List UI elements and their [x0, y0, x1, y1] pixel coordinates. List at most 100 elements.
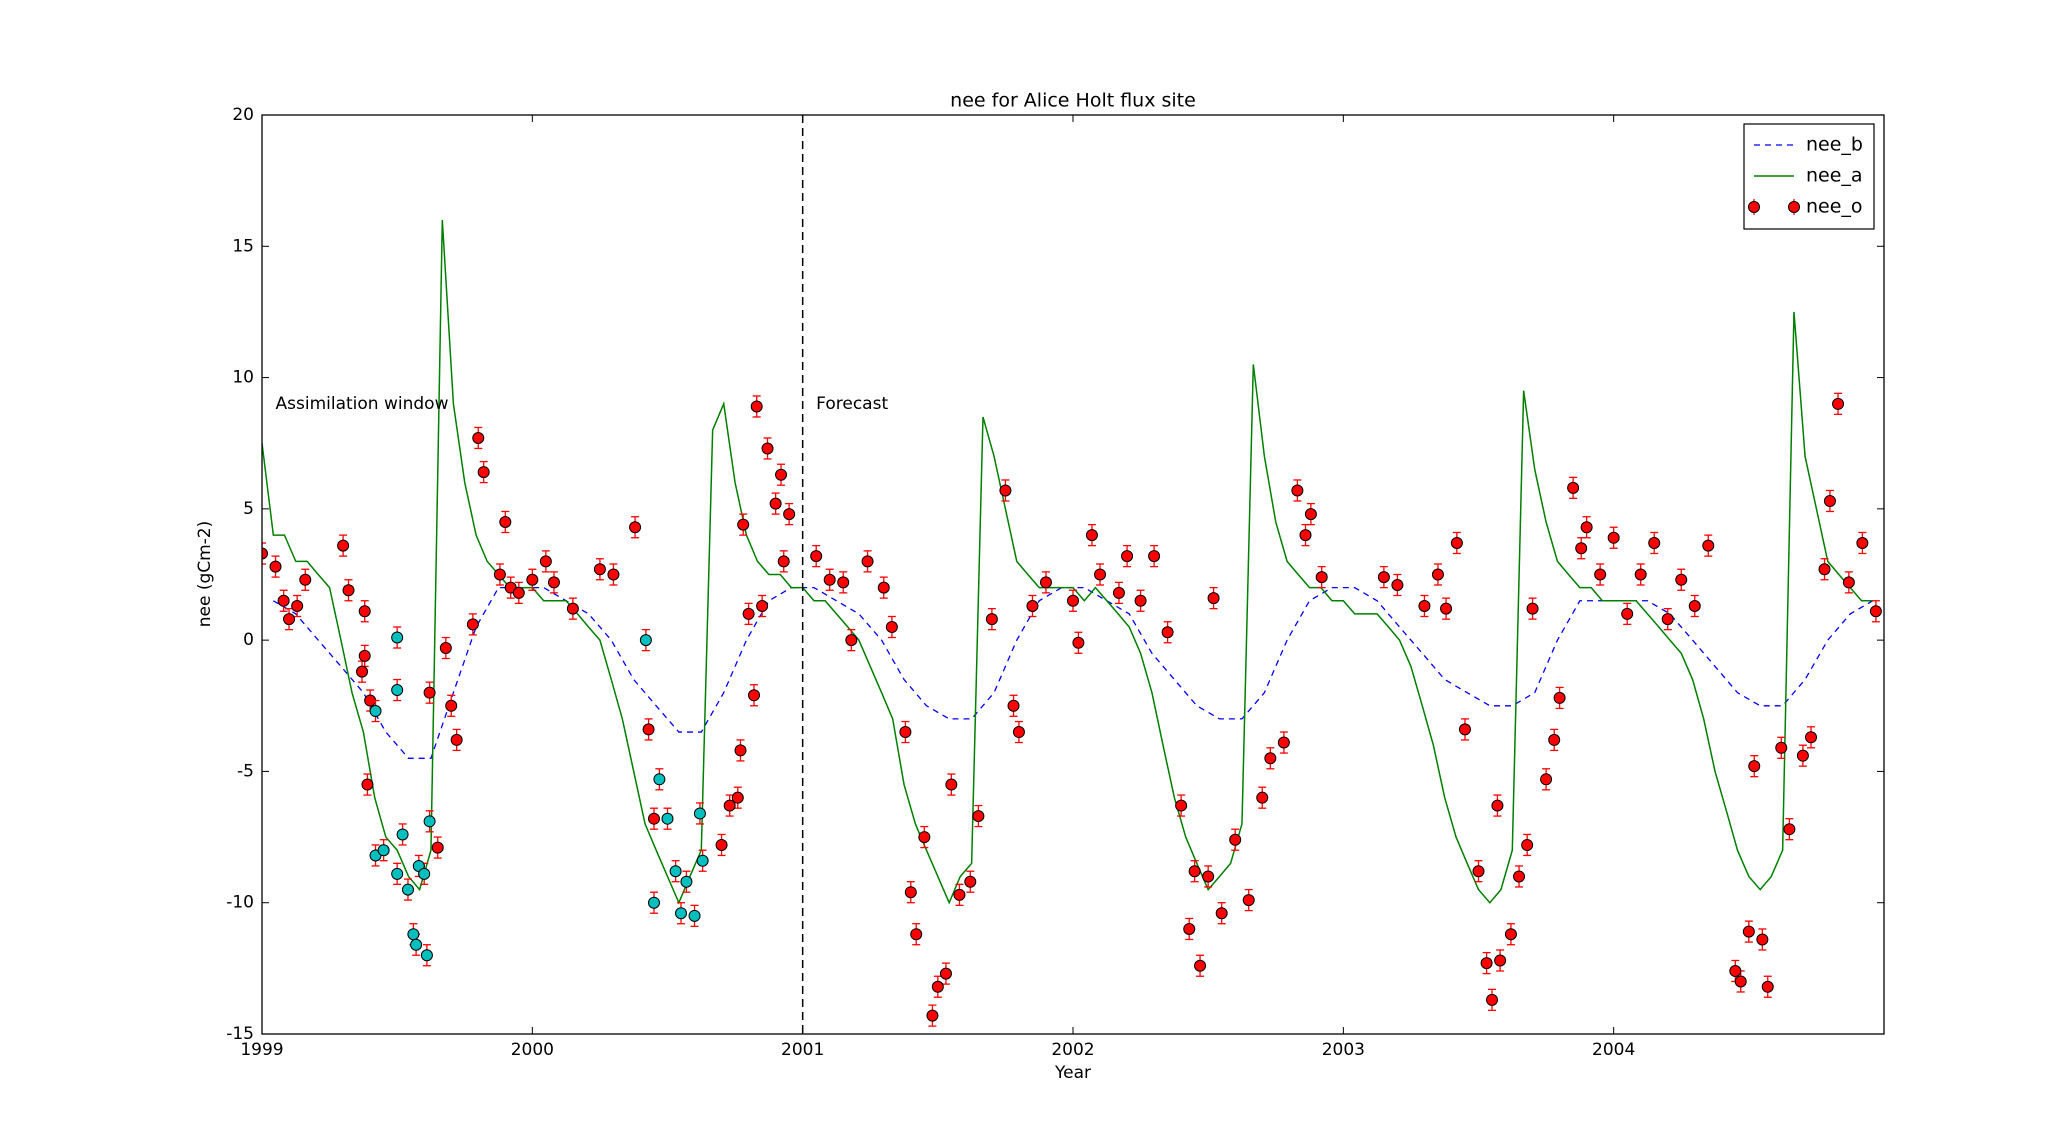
- observation-point: [669, 865, 682, 878]
- observation-point: [1856, 536, 1869, 549]
- observation-point: [1526, 602, 1539, 615]
- chart-title: nee for Alice Holt flux site: [950, 90, 1196, 112]
- observation-point: [445, 699, 458, 712]
- observation-point: [410, 938, 423, 951]
- observation-point: [1450, 536, 1463, 549]
- observation-point: [1675, 573, 1688, 586]
- observation-point: [675, 907, 688, 920]
- annotation: Forecast: [816, 394, 888, 414]
- observation-point: [1580, 521, 1593, 534]
- observation-point: [642, 723, 655, 736]
- observation-point: [1072, 636, 1085, 649]
- observation-point: [688, 909, 701, 922]
- observation-point: [466, 618, 479, 631]
- observation-point: [423, 686, 436, 699]
- observation-point: [418, 867, 431, 880]
- annotation: Assimilation window: [276, 394, 449, 414]
- observation-point: [391, 867, 404, 880]
- y-axis-label: nee (gCm-2): [195, 521, 215, 628]
- observation-point: [985, 613, 998, 626]
- observation-point: [1621, 607, 1634, 620]
- y-tick-label: 10: [232, 368, 254, 388]
- observation-point: [1194, 959, 1207, 972]
- observation-point: [647, 812, 660, 825]
- observation-point: [918, 831, 931, 844]
- observation-point: [1607, 531, 1620, 544]
- x-tick-label: 2002: [1051, 1040, 1094, 1060]
- observation-point: [1480, 957, 1493, 970]
- observation-point: [1148, 550, 1161, 563]
- observation-point: [1291, 484, 1304, 497]
- observation-point: [639, 634, 652, 647]
- observation-point: [1548, 733, 1561, 746]
- observation-point: [1634, 568, 1647, 581]
- x-tick-label: 2003: [1322, 1040, 1365, 1060]
- observation-point: [647, 896, 660, 909]
- observation-point: [1748, 760, 1761, 773]
- observation-point: [1377, 571, 1390, 584]
- observation-point: [1540, 773, 1553, 786]
- observation-point: [877, 581, 890, 594]
- observation-point: [472, 431, 485, 444]
- observation-point: [737, 518, 750, 531]
- observation-point: [1688, 600, 1701, 613]
- observation-point: [926, 1009, 939, 1022]
- x-tick-label: 1999: [240, 1040, 283, 1060]
- observation-point: [1742, 925, 1755, 938]
- legend-label: nee_b: [1806, 134, 1863, 156]
- observation-point: [391, 684, 404, 697]
- observation-point: [269, 560, 282, 573]
- observation-point: [1575, 542, 1588, 555]
- observation-point: [904, 886, 917, 899]
- observation-point: [1521, 838, 1534, 851]
- observation-point: [861, 555, 874, 568]
- observation-point: [777, 555, 790, 568]
- observation-point: [1112, 586, 1125, 599]
- observation-point: [910, 928, 923, 941]
- legend-swatch: [1748, 201, 1760, 213]
- observation-point: [1491, 799, 1504, 812]
- legend-label: nee_a: [1806, 165, 1863, 187]
- observation-point: [1756, 933, 1769, 946]
- error-bar: [262, 542, 266, 565]
- observation-point: [1805, 731, 1818, 744]
- observation-point: [566, 602, 579, 615]
- y-tick-label: -10: [226, 893, 254, 913]
- y-tick-label: 0: [243, 630, 254, 650]
- series-line: [262, 219, 1873, 905]
- observation-point: [756, 600, 769, 613]
- observation-point: [423, 815, 436, 828]
- observation-point: [1229, 833, 1242, 846]
- x-tick-label: 2000: [511, 1040, 554, 1060]
- observation-point: [407, 928, 420, 941]
- observation-point: [885, 621, 898, 634]
- observation-point: [1818, 563, 1831, 576]
- observation-point: [1761, 980, 1774, 993]
- plot-area: [262, 219, 1882, 1027]
- observation-point: [1188, 865, 1201, 878]
- observation-point: [823, 573, 836, 586]
- observation-point: [1775, 741, 1788, 754]
- observation-point: [1207, 592, 1220, 605]
- observation-point: [1315, 571, 1328, 584]
- observation-point: [1832, 397, 1845, 410]
- observation-point: [761, 442, 774, 455]
- observation-point: [1026, 600, 1039, 613]
- observation-point: [450, 733, 463, 746]
- y-tick-label: 5: [243, 499, 254, 519]
- observation-point: [1183, 922, 1196, 935]
- observation-point: [593, 563, 606, 576]
- observation-point: [1264, 752, 1277, 765]
- observation-point: [972, 810, 985, 823]
- observation-point: [999, 484, 1012, 497]
- observation-point: [1202, 870, 1215, 883]
- observation-point: [1513, 870, 1526, 883]
- observation-point: [1661, 613, 1674, 626]
- x-tick-label: 2004: [1592, 1040, 1635, 1060]
- observation-point: [391, 631, 404, 644]
- observation-point: [945, 778, 958, 791]
- observation-point: [680, 875, 693, 888]
- observation-point: [1702, 539, 1715, 552]
- observation-point: [377, 844, 390, 857]
